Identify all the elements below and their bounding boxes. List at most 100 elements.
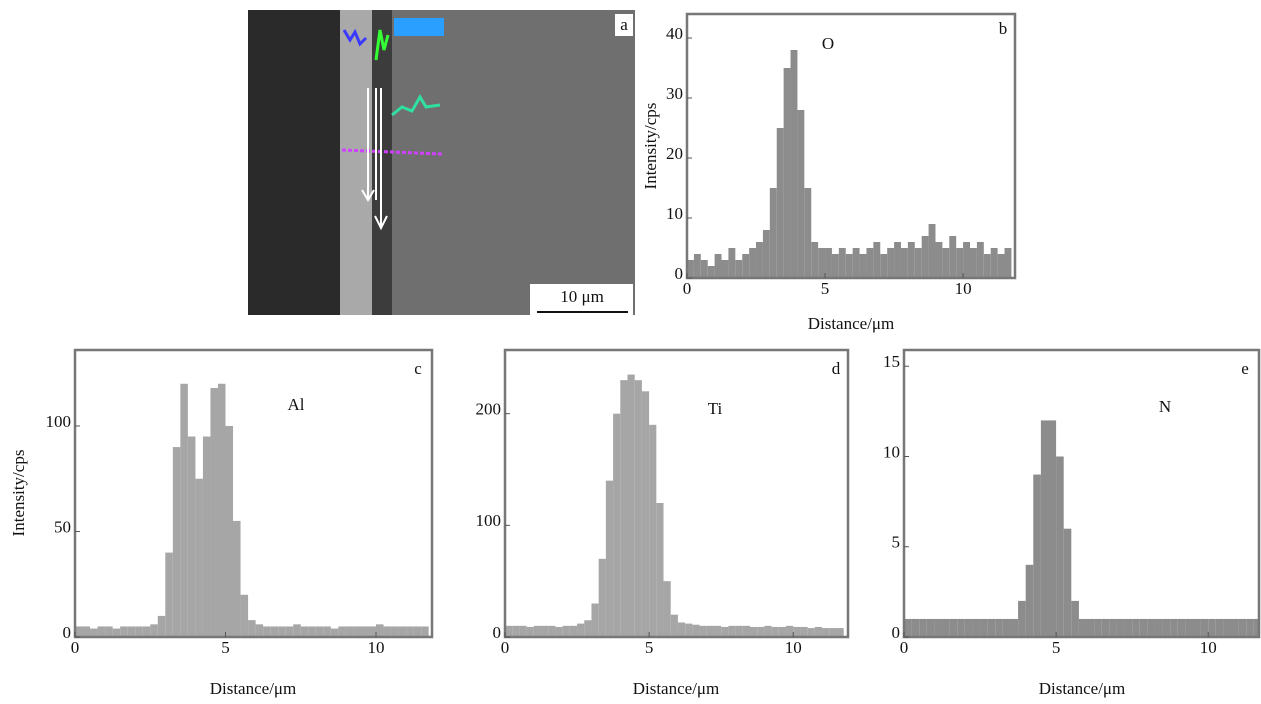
bar [345,626,354,637]
bar [649,424,657,637]
sem-image: 10 μm a [248,10,635,315]
bar [776,128,784,278]
bar [398,626,407,637]
bar [983,254,991,278]
bar [822,628,830,637]
bar [714,254,722,278]
bar [990,248,998,278]
bar [692,624,700,637]
bar [1078,618,1087,637]
bar [285,626,294,637]
panel-label: e [1241,359,1249,378]
bar [762,230,770,278]
scan-arrow [361,88,388,231]
chart-title: N [1159,397,1171,416]
bar [866,248,874,278]
bar [928,224,936,278]
bar [677,622,686,637]
y-tick-label: 5 [892,533,901,552]
bar [1185,618,1193,637]
chart: 0 5 10 0 10 20 30 40 Distance/μm Intensity/cps Ob [641,12,1017,333]
bar [210,387,218,637]
x-tick-label: 5 [1052,638,1061,657]
x-tick-label: 10 [785,638,802,657]
bar [75,626,83,637]
bar [1101,618,1110,637]
bar [831,254,839,278]
bar [391,626,399,637]
bar [368,626,377,637]
bar [1223,618,1232,637]
bar [315,626,324,637]
bar [907,242,915,278]
x-axis-label: Distance/μm [210,679,297,698]
bar [949,618,958,637]
bar [964,618,973,637]
y-tick-label: 0 [675,264,684,283]
bar [1116,618,1125,637]
bar [742,254,750,278]
y-axis-label: Intensity/cps [641,103,660,190]
bar [670,614,678,637]
chart-title: O [822,34,834,53]
bar [1253,618,1259,637]
x-tick-label: 0 [71,638,80,657]
bar [90,628,98,637]
bar [742,625,750,637]
bar [735,625,743,637]
plot-frame [503,348,850,639]
bar [1094,618,1102,637]
bar [838,248,846,278]
bar [172,447,181,637]
bar [120,626,128,637]
y-tick-label: 100 [476,511,502,530]
bar [769,188,777,278]
chart-title: Al [288,395,305,414]
x-tick-label: 10 [368,638,385,657]
y-tick-label: 15 [883,352,900,371]
bar [750,626,758,637]
bar [700,260,708,278]
bar [790,50,798,278]
bar [721,626,729,637]
bar [771,626,779,637]
panel-label-box [615,14,633,36]
bar [157,615,166,637]
bar [749,248,757,278]
scan-trace [374,29,390,61]
plot-frame [902,348,1261,639]
bar [706,625,714,637]
bar [663,581,671,637]
x-axis-label: Distance/μm [1039,679,1126,698]
bar [165,552,173,637]
y-axis-label: Intensity/cps [9,450,28,537]
bar [217,383,226,637]
bar [685,623,693,637]
y-tick-label: 0 [63,623,72,642]
bar [360,626,369,637]
bar [248,620,256,637]
bar [900,248,908,278]
bar [825,248,832,278]
bar [880,254,888,278]
bar [1025,564,1034,637]
bar [421,626,429,637]
panel-label: d [832,359,841,378]
bar [293,624,301,637]
bar [1010,618,1019,637]
bar [202,436,211,637]
bar [778,626,787,637]
bar [814,626,823,637]
scan-trace [391,94,441,117]
bar [641,391,650,637]
bar [1063,528,1072,637]
bar [82,626,91,637]
chart-title: Ti [708,399,723,418]
bar [818,248,826,278]
x-tick-label: 5 [645,638,654,657]
scale-box [530,284,633,315]
bar [270,626,279,637]
bar [240,594,249,637]
